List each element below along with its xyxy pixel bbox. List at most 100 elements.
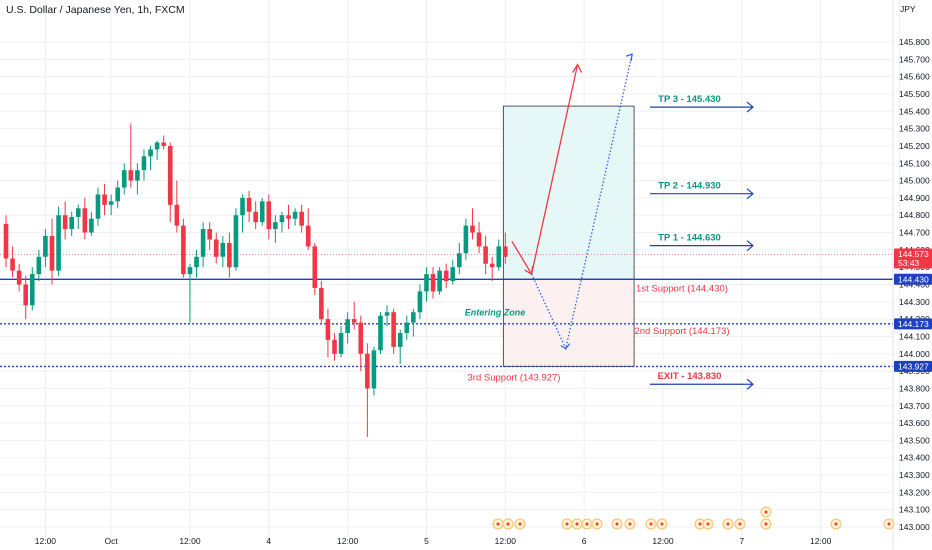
x-tick-label: 12:00 (337, 536, 359, 546)
candle-body (3, 223, 9, 259)
event-flag-dot (565, 522, 569, 526)
candle-body (345, 319, 350, 333)
candle-body (82, 208, 88, 233)
price-tag (894, 273, 932, 285)
candle-body (351, 319, 357, 323)
y-tick-label: 143.700 (899, 401, 930, 411)
x-tick-label: 12:00 (179, 536, 201, 546)
candle-body (49, 236, 55, 271)
price-tag (894, 318, 932, 330)
candle-body (141, 156, 147, 171)
price-tag (894, 360, 932, 372)
projected-path-bottom (560, 343, 571, 350)
candle-body (338, 333, 344, 354)
y-tick-label: 145.600 (899, 72, 930, 82)
economic-events[interactable] (492, 506, 895, 530)
stop-zone (502, 278, 635, 367)
annotation-label-2: TP 2 - 144.930 (658, 181, 721, 192)
event-flag-dot (887, 522, 891, 526)
annotation-arrow-head (746, 101, 754, 113)
candle-body (135, 170, 140, 181)
event-flag-dot (595, 522, 599, 526)
annotation-label-4: EXIT - 143.830 (658, 371, 722, 382)
x-tick-label: 5 (424, 536, 429, 546)
y-tick-label: 143.800 (899, 383, 930, 393)
candle-body (450, 267, 456, 282)
candle-body (266, 201, 272, 230)
candle-body (220, 242, 226, 257)
candle-body (75, 208, 81, 217)
candle-body (305, 225, 311, 247)
candle-body (273, 222, 278, 230)
candle-body (174, 204, 180, 226)
y-tick-label: 144.700 (899, 228, 930, 238)
candle-body (424, 274, 429, 292)
candle-body (483, 246, 488, 264)
y-tick-label: 145.700 (899, 54, 930, 64)
y-tick-label: 144.300 (899, 297, 930, 307)
candle-body (161, 142, 166, 146)
candle-body (332, 339, 337, 354)
annotations: TP 3 - 145.430 TP 2 - 144.930 TP 1 - 144.6… (465, 94, 754, 390)
event-flag-dot (615, 522, 619, 526)
candle-body (62, 215, 68, 230)
target-zone (502, 105, 635, 280)
y-tick-label: 143.000 (899, 522, 930, 532)
event-flag-dot (726, 522, 730, 526)
x-tick-label: 4 (266, 536, 271, 546)
y-tick-label: 143.200 (899, 487, 930, 497)
event-flag-dot (834, 522, 838, 526)
y-tick-label: 145.400 (899, 106, 930, 116)
price-tag-value: 144.173 (898, 319, 929, 329)
candle-body (489, 263, 495, 268)
annotation-arrow-head (746, 240, 754, 252)
y-tick-label: 145.500 (899, 89, 930, 99)
entry-arrow (511, 240, 533, 275)
candle-body (227, 242, 232, 268)
y-tick-label: 143.300 (899, 470, 930, 480)
candle-body (476, 232, 482, 247)
drawings (511, 53, 633, 351)
x-tick-label: 12:00 (495, 536, 517, 546)
candle-body (128, 170, 134, 181)
candle-body (194, 256, 199, 268)
candle-body (503, 246, 508, 257)
event-flag-dot (628, 522, 632, 526)
candle-body (319, 287, 324, 320)
candle-body (470, 225, 475, 233)
candle-body (56, 215, 61, 271)
candle-body (69, 216, 74, 230)
candles (3, 123, 508, 437)
candle-body (240, 197, 245, 216)
grid (0, 0, 901, 538)
entering-zone-label: Entering Zone (465, 307, 526, 317)
annotation-arrow-head (746, 378, 754, 390)
currency-label: JPY (900, 4, 916, 14)
candle-body (89, 218, 94, 233)
candle-body (259, 201, 265, 223)
support-label-1: 1st Support (144.430) (636, 283, 728, 294)
price-tag-value: 144.573 (898, 249, 929, 259)
event-flag-dot (738, 522, 742, 526)
candle-body (463, 225, 469, 254)
candle-body (299, 211, 304, 226)
candle-body (443, 270, 449, 282)
x-tick-label: 6 (582, 536, 587, 546)
candle-body (233, 215, 239, 268)
y-tick-label: 143.400 (899, 453, 930, 463)
candle-body (187, 267, 193, 275)
candle-body (16, 270, 22, 285)
candle-body (404, 322, 410, 333)
candle-body (417, 291, 423, 313)
event-flag-dot (496, 522, 500, 526)
candle-body (391, 312, 396, 347)
candle-body (358, 322, 364, 354)
candle-body (115, 187, 120, 202)
price-tag-value: 143.927 (898, 361, 929, 371)
y-tick-label: 143.500 (899, 435, 930, 445)
candle-body (95, 194, 101, 219)
y-tick-label: 143.100 (899, 505, 930, 515)
y-tick-label: 143.600 (899, 418, 930, 428)
